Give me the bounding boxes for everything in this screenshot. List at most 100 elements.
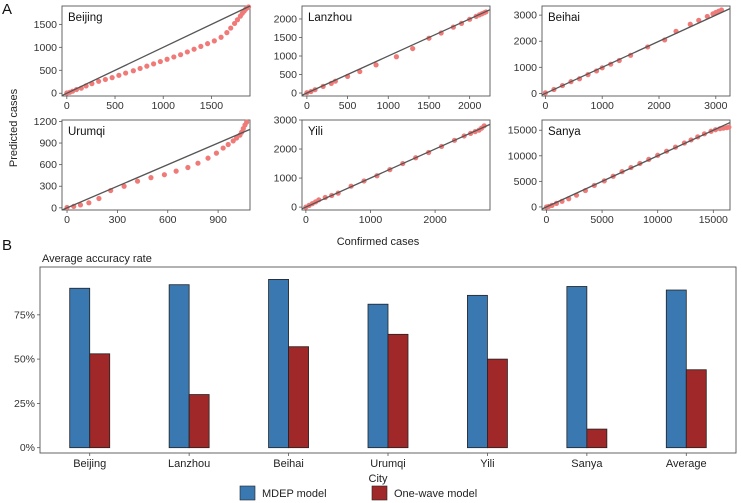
x-tick-label: 0 xyxy=(304,100,310,112)
scatter-panel-beijing: 0 500 1000 1500 0 500 1000 1500 Beijing xyxy=(34,4,252,112)
reference-line xyxy=(61,5,251,97)
panel-b-bar-chart: Average accuracy rate 0% 25% 50% 75% Beijing L… xyxy=(14,253,737,501)
y-tick-label: 75% xyxy=(14,309,35,321)
y-tick-label: 2000 xyxy=(514,36,538,48)
y-tick-label: 10000 xyxy=(508,150,537,162)
y-tick-label: 900 xyxy=(39,138,57,150)
category-label: Sanya xyxy=(571,458,603,470)
reference-line xyxy=(541,121,731,210)
data-point xyxy=(130,68,136,74)
x-tick-label: 1500 xyxy=(200,100,224,112)
y-tick-label: 3000 xyxy=(514,10,538,22)
y-tick-label: 1500 xyxy=(274,32,298,44)
data-point xyxy=(77,202,84,208)
panel-title: Sanya xyxy=(548,126,581,138)
data-point xyxy=(224,30,230,36)
reference-line xyxy=(541,8,731,96)
x-axis-label: Confirmed cases xyxy=(337,236,420,248)
panel-a-letter: A xyxy=(2,1,12,18)
bar-one-wave xyxy=(685,369,707,449)
category-label: Beihai xyxy=(273,458,304,470)
legend-swatch xyxy=(371,485,388,501)
bar-one-wave xyxy=(487,358,508,449)
bar-mdep xyxy=(69,287,91,449)
bar-one-wave xyxy=(586,428,608,449)
x-tick-label: 0 xyxy=(64,214,70,226)
x-tick-label: 0 xyxy=(64,100,70,112)
data-point xyxy=(228,25,234,31)
y-tick-label: 1000 xyxy=(34,42,58,54)
bar-one-wave xyxy=(387,333,409,449)
panel-b-letter: B xyxy=(2,237,12,254)
bar-one-wave xyxy=(188,394,210,449)
category-label: Lanzhou xyxy=(168,458,210,470)
legend-swatch xyxy=(239,485,256,501)
x-tick-label: 500 xyxy=(339,100,357,112)
data-point xyxy=(102,76,108,83)
category-label: Average xyxy=(666,458,707,470)
data-point xyxy=(123,70,129,76)
y-tick-label: 1500 xyxy=(34,19,58,31)
y-tick-label: 0 xyxy=(51,88,57,100)
y-tick-label: 5000 xyxy=(514,176,538,188)
y-tick-label: 1000 xyxy=(514,62,538,74)
category-label: Beijing xyxy=(73,458,106,470)
panel-title: Beihai xyxy=(548,12,580,24)
x-tick-label: 1000 xyxy=(377,100,401,112)
x-tick-label: 5000 xyxy=(590,214,614,226)
y-axis-label: Predicted cases xyxy=(8,88,20,167)
x-tick-label: 0 xyxy=(303,214,309,226)
data-point xyxy=(177,52,184,58)
data-point xyxy=(218,34,224,40)
data-point xyxy=(150,61,157,67)
data-point xyxy=(121,183,127,189)
x-tick-label: 1000 xyxy=(359,214,383,226)
data-point xyxy=(96,78,102,84)
bar-mdep xyxy=(665,289,687,449)
y-tick-label: 0 xyxy=(531,88,537,100)
data-point xyxy=(157,58,163,65)
data-point xyxy=(726,124,732,130)
x-tick-label: 600 xyxy=(159,214,177,226)
data-point xyxy=(213,150,220,156)
y-tick-label: 0 xyxy=(291,88,297,100)
legend-label: MDEP model xyxy=(262,488,327,500)
y-tick-label: 2000 xyxy=(274,144,298,156)
legend-mdep: MDEP model xyxy=(239,485,327,501)
y-tick-label: 2000 xyxy=(274,13,298,25)
x-tick-label: 0 xyxy=(544,214,550,226)
data-point xyxy=(211,38,217,44)
y-tick-label: 0 xyxy=(291,202,297,214)
y-tick-label: 0 xyxy=(531,201,537,213)
y-tick-label: 1000 xyxy=(274,51,298,63)
data-point xyxy=(204,41,211,47)
data-point xyxy=(137,65,143,72)
x-tick-label: 10000 xyxy=(643,214,672,226)
y-tick-label: 600 xyxy=(39,159,57,171)
data-point xyxy=(410,45,416,52)
data-point xyxy=(164,56,170,62)
data-point xyxy=(161,172,167,178)
scatter-panel-yili: 0 1000 2000 0 1000 2000 3000 Yili xyxy=(274,115,491,226)
scatter-panel-beihai: 0 1000 2000 3000 0 1000 2000 3000 Beihai xyxy=(514,5,731,112)
bar-chart-title: Average accuracy rate xyxy=(42,253,152,265)
data-point xyxy=(244,119,250,125)
data-point xyxy=(195,160,201,166)
data-point xyxy=(191,46,197,52)
data-point xyxy=(171,54,177,60)
data-point xyxy=(148,175,154,181)
reference-line xyxy=(301,9,491,96)
scatter-panel-urumqi: 0 300 600 900 0 300 600 900 1200 Urumqi xyxy=(34,116,251,226)
y-tick-label: 1200 xyxy=(34,116,58,128)
x-tick-label: 1000 xyxy=(152,100,176,112)
x-tick-label: 1000 xyxy=(591,100,615,112)
bar-mdep xyxy=(367,303,389,449)
x-tick-label: 1500 xyxy=(417,100,441,112)
bar-mdep xyxy=(467,294,488,449)
x-tick-label: 300 xyxy=(109,214,127,226)
reference-line xyxy=(301,123,491,210)
bar-x-axis-label: City xyxy=(369,473,388,485)
category-label: Urumqi xyxy=(370,458,405,470)
data-point xyxy=(231,20,238,27)
